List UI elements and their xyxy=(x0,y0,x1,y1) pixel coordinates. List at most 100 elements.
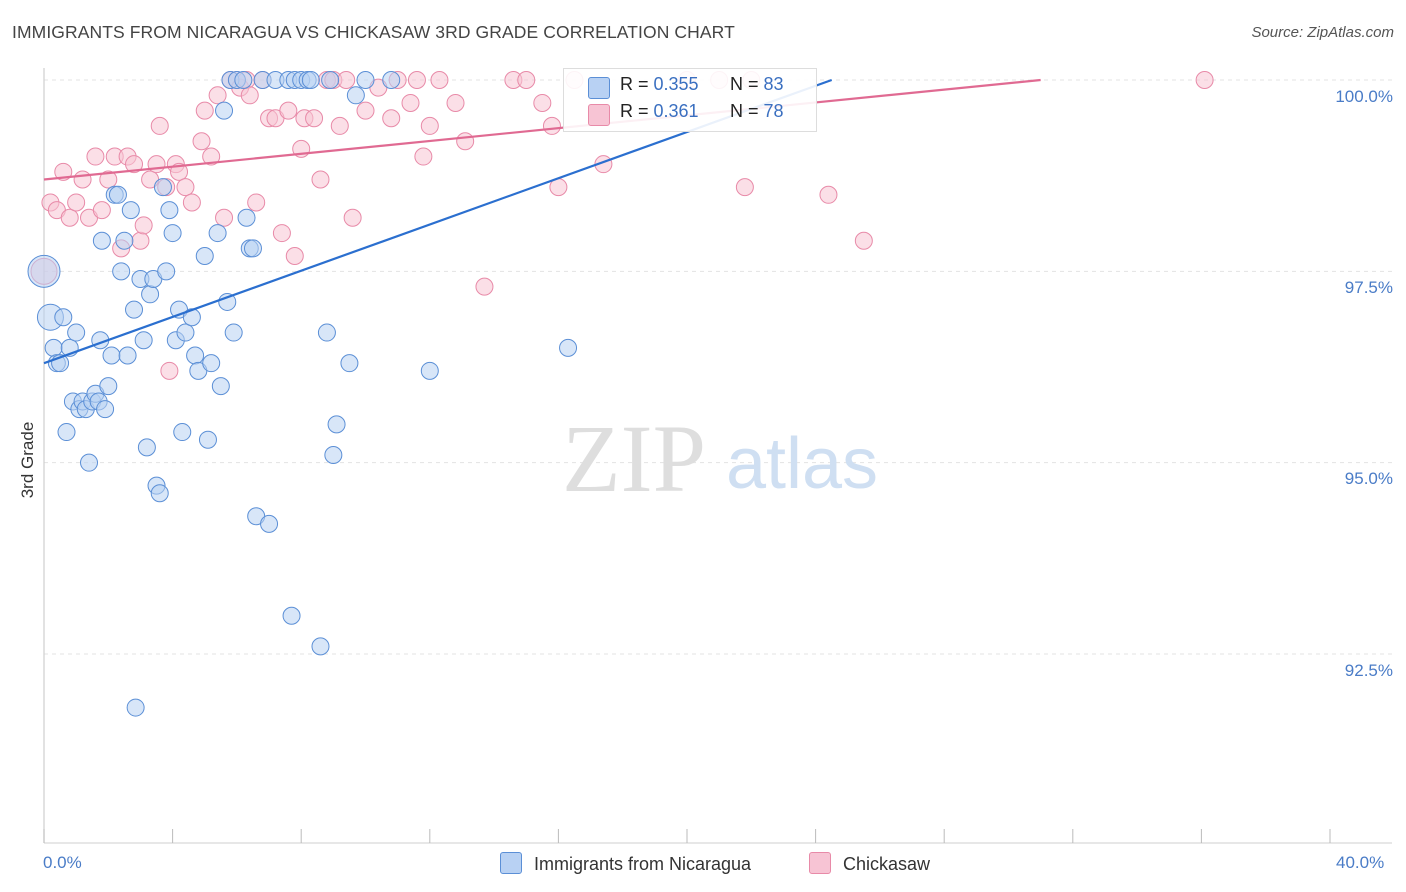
series-nicaragua-points xyxy=(27,71,578,717)
nicaragua-point xyxy=(356,71,375,89)
nicaragua-point xyxy=(340,354,359,373)
nicaragua-point xyxy=(126,698,145,717)
chickasaw-point xyxy=(735,178,754,197)
chickasaw-point xyxy=(147,155,166,174)
nicaragua-point xyxy=(243,239,262,258)
nicaragua-point xyxy=(198,430,217,449)
chickasaw-point xyxy=(99,170,118,189)
legend-swatch-pink xyxy=(588,104,610,126)
y-tick-label: 97.5% xyxy=(1344,278,1393,297)
nicaragua-point xyxy=(324,446,343,465)
chickasaw-point xyxy=(305,109,324,128)
chickasaw-point xyxy=(533,93,552,112)
watermark-zip: ZIP xyxy=(562,405,706,512)
chickasaw-point xyxy=(337,71,356,89)
nicaragua-point xyxy=(208,224,227,243)
nicaragua-point xyxy=(67,323,86,342)
nicaragua-point xyxy=(153,178,172,197)
chickasaw-point xyxy=(73,170,92,189)
legend-item-nicaragua[interactable]: Immigrants from Nicaragua xyxy=(500,852,751,875)
chickasaw-point xyxy=(67,193,86,212)
nicaragua-point xyxy=(112,262,131,281)
chickasaw-point xyxy=(182,193,201,212)
chickasaw-point xyxy=(60,208,79,227)
nicaragua-point xyxy=(559,338,578,357)
legend-swatch-pink xyxy=(809,852,831,874)
nicaragua-point xyxy=(121,201,140,220)
nicaragua-point xyxy=(211,377,230,396)
chart-title: IMMIGRANTS FROM NICARAGUA VS CHICKASAW 3… xyxy=(12,22,735,42)
chickasaw-point xyxy=(517,71,536,89)
nicaragua-point xyxy=(92,231,111,250)
chickasaw-point xyxy=(456,132,475,151)
y-axis-label: 3rd Grade xyxy=(18,421,37,499)
chickasaw-point xyxy=(430,71,449,89)
legend-item-chickasaw[interactable]: Chickasaw xyxy=(809,852,930,875)
nicaragua-point xyxy=(54,308,73,327)
chickasaw-point xyxy=(285,247,304,266)
legend-swatch-blue xyxy=(500,852,522,874)
chickasaw-point xyxy=(215,208,234,227)
chickasaw-point xyxy=(192,132,211,151)
stats-row-nicaragua: R = 0.355 N = 83 xyxy=(564,74,816,100)
legend-label: Chickasaw xyxy=(843,854,931,874)
chickasaw-point xyxy=(202,147,221,166)
chickasaw-point xyxy=(343,208,362,227)
chickasaw-point xyxy=(542,116,561,135)
watermark: ZIP atlas xyxy=(562,405,878,512)
nicaragua-point xyxy=(301,71,320,89)
watermark-atlas: atlas xyxy=(726,424,878,504)
stats-n: N = 78 xyxy=(730,101,784,121)
y-tick-label: 95.0% xyxy=(1344,469,1393,488)
chickasaw-point xyxy=(125,155,144,174)
chickasaw-point xyxy=(420,116,439,135)
nicaragua-point xyxy=(202,354,221,373)
nicaragua-point xyxy=(260,514,279,533)
chickasaw-point xyxy=(170,162,189,181)
nicaragua-point xyxy=(282,606,301,625)
nicaragua-point xyxy=(137,438,156,457)
legend-swatch-blue xyxy=(588,77,610,99)
nicaragua-point xyxy=(118,346,137,365)
legend-label: Immigrants from Nicaragua xyxy=(534,854,752,874)
chickasaw-point xyxy=(407,71,426,89)
x-tick-label-max: 40.0% xyxy=(1336,853,1385,872)
nicaragua-point xyxy=(27,254,61,288)
nicaragua-point xyxy=(99,377,118,396)
x-tick-label-min: 0.0% xyxy=(43,853,82,872)
nicaragua-point xyxy=(160,201,179,220)
nicaragua-point xyxy=(108,185,127,204)
chickasaw-point xyxy=(160,361,179,380)
chickasaw-point xyxy=(1195,71,1214,89)
nicaragua-point xyxy=(311,637,330,656)
chickasaw-point xyxy=(176,178,195,197)
stats-r: R = 0.355 xyxy=(620,74,699,94)
nicaragua-point xyxy=(163,224,182,243)
nicaragua-point xyxy=(317,323,336,342)
chickasaw-point xyxy=(819,185,838,204)
nicaragua-point xyxy=(176,323,195,342)
stats-r: R = 0.361 xyxy=(620,101,699,121)
nicaragua-point xyxy=(80,453,99,472)
chickasaw-point xyxy=(475,277,494,296)
chickasaw-point xyxy=(86,147,105,166)
chickasaw-point xyxy=(272,224,291,243)
chickasaw-point xyxy=(279,101,298,120)
chickasaw-point xyxy=(247,193,266,212)
nicaragua-point xyxy=(182,308,201,327)
chickasaw-point xyxy=(382,109,401,128)
stats-n: N = 83 xyxy=(730,74,784,94)
chickasaw-point xyxy=(446,93,465,112)
chickasaw-point xyxy=(414,147,433,166)
nicaragua-point xyxy=(321,71,340,89)
stats-row-chickasaw: R = 0.361 N = 78 xyxy=(564,101,816,127)
nicaragua-point xyxy=(173,423,192,442)
source-label: Source: ZipAtlas.com xyxy=(1251,24,1394,41)
nicaragua-point xyxy=(234,71,253,89)
nicaragua-point xyxy=(141,285,160,304)
nicaragua-point xyxy=(125,300,144,319)
nicaragua-point xyxy=(134,331,153,350)
nicaragua-point xyxy=(237,208,256,227)
chickasaw-point xyxy=(854,231,873,250)
